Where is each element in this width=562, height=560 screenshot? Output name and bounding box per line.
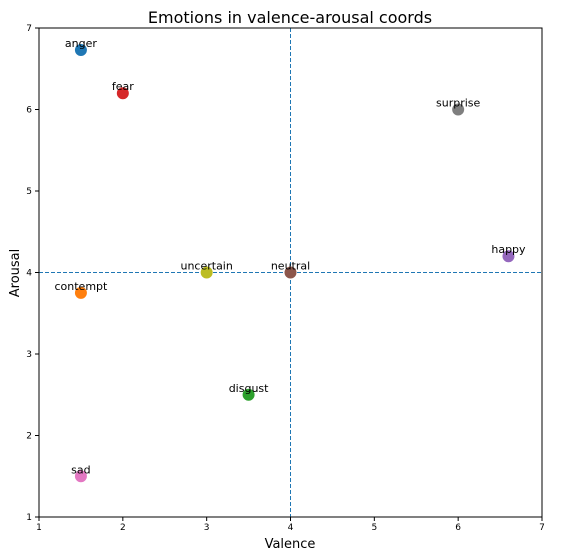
point-label-uncertain: uncertain (180, 260, 232, 273)
y-tick-label: 5 (26, 187, 32, 197)
point-fear (116, 87, 129, 100)
point-label-disgust: disgust (229, 382, 269, 395)
point-surprise (452, 103, 465, 116)
chart-title: Emotions in valence-arousal coords (148, 8, 432, 27)
y-axis-label: Arousal (8, 249, 23, 298)
point-label-sad: sad (71, 463, 90, 476)
x-tick-label: 2 (120, 523, 126, 533)
x-tick-label: 7 (539, 523, 545, 533)
x-tick-label: 6 (455, 523, 461, 533)
point-happy (502, 250, 515, 263)
point-label-anger: anger (65, 37, 97, 50)
y-tick-label: 6 (26, 106, 32, 116)
point-neutral (284, 266, 297, 279)
point-label-happy: happy (491, 243, 526, 256)
y-tick-label: 1 (26, 513, 32, 523)
x-tick-label: 4 (288, 523, 294, 533)
point-label-surprise: surprise (436, 97, 481, 110)
y-tick-label: 3 (26, 350, 32, 360)
x-tick-label: 5 (371, 523, 377, 533)
point-label-fear: fear (112, 80, 134, 93)
point-uncertain (200, 266, 213, 279)
point-sad (74, 470, 87, 483)
point-disgust (242, 388, 255, 401)
point-label-neutral: neutral (271, 260, 310, 273)
x-tick-label: 1 (36, 523, 42, 533)
point-anger (74, 44, 87, 57)
point-contempt (74, 286, 87, 299)
point-label-contempt: contempt (54, 280, 108, 293)
y-tick-label: 2 (26, 432, 32, 442)
x-tick-label: 3 (204, 523, 210, 533)
y-tick-label: 4 (26, 269, 32, 279)
plot-area: anger contempt disgust fear happy neutral sad s… (26, 24, 545, 533)
y-tick-label: 7 (26, 24, 32, 34)
x-axis-label: Valence (265, 537, 316, 552)
